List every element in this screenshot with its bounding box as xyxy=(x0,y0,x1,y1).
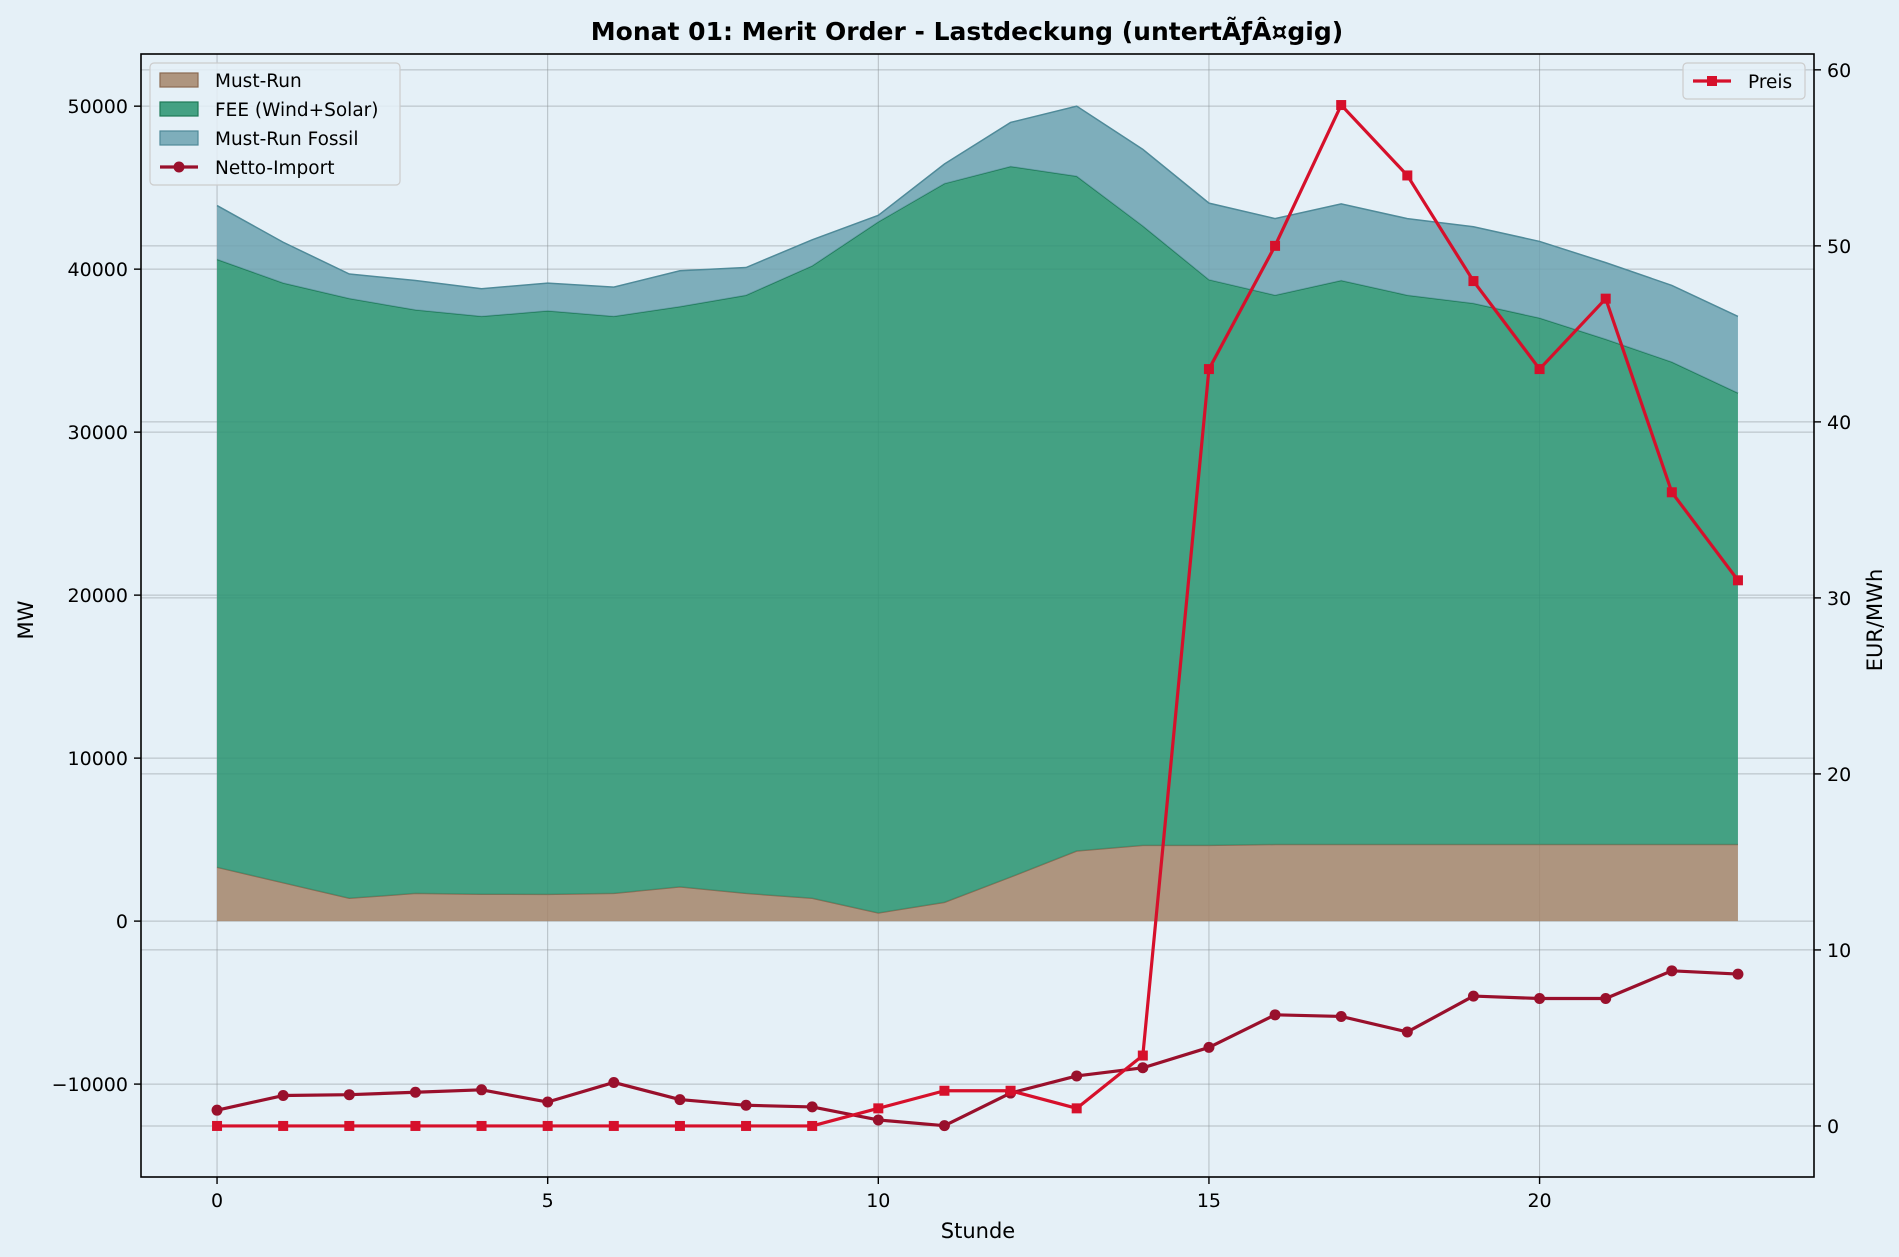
y-tick-label-left: 10000 xyxy=(68,748,128,770)
legend-label-netto-import: Netto-Import xyxy=(215,158,334,179)
point-netto-import xyxy=(1666,965,1678,977)
y-tick-label-right: 40 xyxy=(1827,412,1851,434)
point-preis xyxy=(939,1085,950,1096)
point-netto-import xyxy=(211,1104,223,1116)
y-tick-label-left: 0 xyxy=(116,911,128,933)
legend-swatch-fee-wind-solar xyxy=(159,101,199,117)
point-netto-import xyxy=(740,1099,752,1111)
plot-area: 0 5 10 15 20 −10000 0 10000 20000 30000 40000 50000… xyxy=(52,53,1851,1212)
y-tick-label-right: 10 xyxy=(1827,940,1851,962)
y-axis-label-right: EUR/MWh xyxy=(1863,569,1887,672)
point-preis xyxy=(608,1120,619,1131)
x-tick-label: 10 xyxy=(866,1190,890,1212)
point-preis xyxy=(741,1120,752,1131)
point-preis xyxy=(873,1103,884,1114)
point-preis xyxy=(1137,1050,1148,1061)
point-netto-import xyxy=(1600,993,1612,1005)
y-tick-label-right: 0 xyxy=(1827,1116,1839,1138)
point-preis xyxy=(1203,364,1214,375)
y-tick-label-left: 20000 xyxy=(68,585,128,607)
point-netto-import xyxy=(1335,1010,1347,1022)
point-preis xyxy=(674,1120,685,1131)
point-preis xyxy=(1600,293,1611,304)
legend-left-box xyxy=(149,62,401,186)
x-tick-label: 15 xyxy=(1197,1190,1221,1212)
point-preis xyxy=(410,1120,421,1131)
y-tick-label-left: 40000 xyxy=(68,259,128,281)
area-fee-wind-solar xyxy=(217,166,1738,913)
point-netto-import xyxy=(1137,1062,1149,1074)
point-netto-import xyxy=(1203,1041,1215,1053)
point-preis xyxy=(476,1120,487,1131)
legend-label-must-run: Must-Run xyxy=(215,71,302,92)
y-tick-label-right: 60 xyxy=(1827,60,1851,82)
chart-title: Monat 01: Merit Order - Lastdeckung (unt… xyxy=(591,17,1343,46)
legend-label-must-run-fossil: Must-Run Fossil xyxy=(215,129,358,150)
point-netto-import xyxy=(1467,990,1479,1002)
y-tick-label-right: 20 xyxy=(1827,764,1851,786)
y-tick-label-right: 50 xyxy=(1827,236,1851,258)
legend-marker-netto-import xyxy=(173,161,185,173)
point-netto-import xyxy=(1269,1009,1281,1021)
point-preis xyxy=(344,1120,355,1131)
point-netto-import xyxy=(1732,968,1744,980)
point-netto-import xyxy=(608,1076,620,1088)
area-must-run-fossil xyxy=(217,106,1738,394)
area-edge-must-run-fossil xyxy=(216,105,1739,318)
x-tick-label: 5 xyxy=(542,1190,554,1212)
point-netto-import xyxy=(674,1094,686,1106)
point-preis xyxy=(278,1120,289,1131)
x-tick-label: 20 xyxy=(1527,1190,1551,1212)
legend-swatch-must-run-fossil xyxy=(159,130,199,146)
point-netto-import xyxy=(277,1090,289,1102)
point-netto-import xyxy=(476,1084,488,1096)
legend-right-box xyxy=(1682,62,1806,100)
y-tick-label-left: 30000 xyxy=(68,422,128,444)
y-axis-label-left: MW xyxy=(14,600,38,639)
point-preis xyxy=(1336,100,1347,111)
point-preis xyxy=(1534,364,1545,375)
point-preis xyxy=(1732,575,1743,586)
point-netto-import xyxy=(542,1096,554,1108)
point-preis xyxy=(1071,1103,1082,1114)
legends: Must-Run FEE (Wind+Solar) Must-Run Fossil N… xyxy=(149,62,1806,186)
x-tick-label: 0 xyxy=(211,1190,223,1212)
point-preis xyxy=(807,1120,818,1131)
point-netto-import xyxy=(409,1086,421,1098)
line-netto-import xyxy=(216,969,1739,1128)
point-netto-import xyxy=(343,1089,355,1101)
legend-label-preis: Preis xyxy=(1748,72,1792,93)
point-netto-import xyxy=(938,1120,950,1132)
point-preis xyxy=(1270,240,1281,251)
y-tick-label-left: −10000 xyxy=(52,1074,128,1096)
point-preis xyxy=(1666,487,1677,498)
point-netto-import xyxy=(1071,1070,1083,1082)
y-tick-label-right: 30 xyxy=(1827,588,1851,610)
point-netto-import xyxy=(872,1114,884,1126)
point-preis xyxy=(1402,170,1413,181)
point-netto-import xyxy=(1534,993,1546,1005)
y-tick-label-left: 50000 xyxy=(68,96,128,118)
point-netto-import xyxy=(1401,1026,1413,1038)
legend-label-fee-wind-solar: FEE (Wind+Solar) xyxy=(215,100,378,121)
x-axis-label: Stunde xyxy=(941,1219,1015,1243)
line-preis xyxy=(217,103,1740,1128)
point-preis xyxy=(1005,1085,1016,1096)
legend-marker-preis xyxy=(1707,76,1717,86)
point-preis xyxy=(542,1120,553,1131)
legend-swatch-must-run xyxy=(159,72,199,88)
point-netto-import xyxy=(806,1101,818,1113)
point-preis xyxy=(212,1120,223,1131)
point-preis xyxy=(1468,276,1479,287)
plot-frame xyxy=(140,53,1815,1178)
area-must-run xyxy=(217,844,1738,922)
